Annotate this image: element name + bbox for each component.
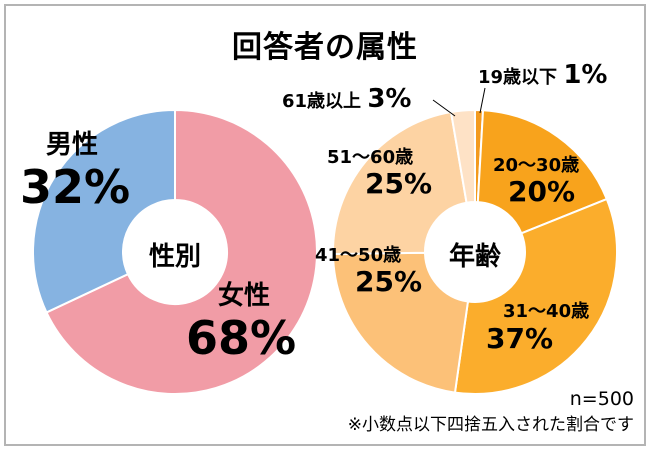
age-donut: [331, 108, 618, 395]
age-51-label: 51～60歳: [327, 147, 414, 168]
age-19-label: 19歳以下 1%: [478, 60, 608, 90]
donut-slice: [332, 110, 468, 256]
age-31-label: 31～40歳: [503, 301, 590, 322]
donut-slice: [453, 197, 618, 395]
leader-61: [432, 99, 456, 117]
male-label: 男性: [46, 130, 99, 160]
donut-slice: [449, 108, 476, 204]
age-41-label: 41～50歳: [315, 245, 402, 266]
female-pct: 68%: [186, 311, 297, 365]
age-51-pct: 25%: [365, 167, 433, 200]
age-20-label: 20～30歳: [493, 155, 580, 176]
male-pct: 32%: [20, 160, 131, 214]
gender-center-label: 性別: [148, 242, 201, 272]
age-61-label: 61歳以上 3%: [282, 84, 412, 114]
rounding-note: ※小数点以下四捨五入された割合です: [347, 415, 634, 435]
donut-slice: [45, 108, 318, 395]
chart-title: 回答者の属性: [232, 30, 418, 65]
age-41-pct: 25%: [355, 265, 423, 298]
age-31-pct: 37%: [486, 322, 554, 355]
gender-donut: [32, 108, 318, 395]
leader-19: [479, 87, 486, 114]
female-label: 女性: [218, 281, 271, 311]
age-center-label: 年齢: [448, 242, 501, 272]
sample-size: n=500: [569, 388, 634, 410]
age-20-pct: 20%: [508, 175, 576, 208]
donut-slice: [476, 109, 609, 235]
donut-slice: [32, 108, 176, 314]
donut-slice: [331, 251, 470, 394]
